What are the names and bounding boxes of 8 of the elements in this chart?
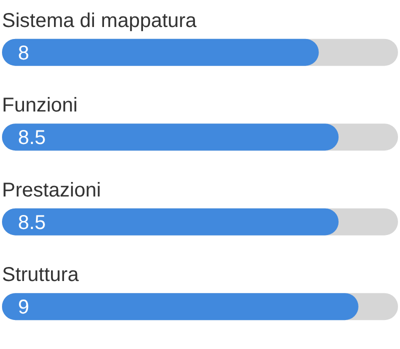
data-label: 8.5 [18,212,46,234]
y-tick-label: Sistema di mappatura [2,10,198,32]
y-tick-label: Funzioni [2,94,78,117]
data-label: 9 [18,296,30,319]
data-label: 8.5 [18,127,46,150]
y-tick-label: Prestazioni [2,179,101,202]
data-label: 8 [18,42,30,64]
y-tick-label: Struttura [2,264,80,286]
